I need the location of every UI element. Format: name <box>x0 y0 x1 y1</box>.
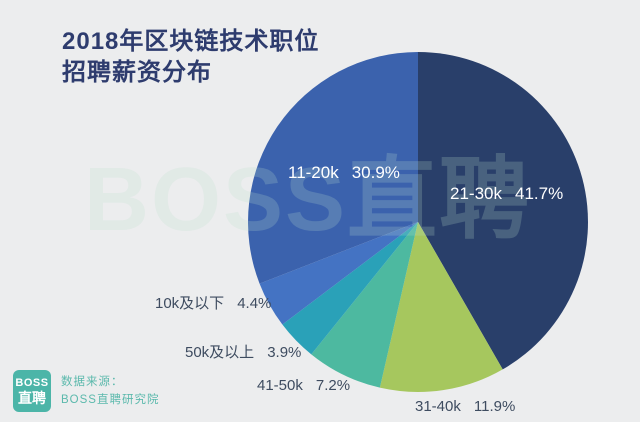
slice-range: 41-50k <box>257 377 303 394</box>
logo-text-boss: BOSS <box>15 376 49 389</box>
data-source-line2: BOSS直聘研究院 <box>61 394 160 406</box>
slice-label-41-50k: 41-50k 7.2% <box>257 377 350 394</box>
slice-label-11-20k: 11-20k 30.9% <box>288 163 400 183</box>
pie-slice-11-20k <box>248 52 418 284</box>
slice-percent: 41.7% <box>514 184 564 203</box>
chart-title-line1: 2018年区块链技术职位 <box>62 28 320 55</box>
slice-percent: 30.9% <box>351 163 400 182</box>
data-source-line1: 数据来源： <box>61 376 124 388</box>
footer-source: BOSS 直聘 数据来源： BOSS直聘研究院 <box>13 370 159 412</box>
slice-range: 11-20k <box>288 163 339 182</box>
pie-slice-41-50k <box>311 222 418 388</box>
slice-label-31-40k: 31-40k 11.9% <box>415 398 515 415</box>
slice-range: 10k及以下 <box>155 295 225 312</box>
pie-slice-21-30k <box>418 52 588 370</box>
pie-slice-50k及以上 <box>282 222 418 355</box>
slice-range: 21-30k <box>450 184 502 203</box>
slice-range: 50k及以上 <box>185 344 255 361</box>
pie-slice-10k及以下 <box>259 222 418 325</box>
pie-slice-31-40k <box>379 222 503 393</box>
logo-text-zhipin: 直聘 <box>18 389 46 406</box>
slice-label-50k-above: 50k及以上 3.9% <box>185 341 301 362</box>
chart-title-line2: 招聘薪资分布 <box>62 59 212 86</box>
slice-range: 31-40k <box>415 398 461 415</box>
slice-percent: 3.9% <box>267 344 302 361</box>
slice-percent: 7.2% <box>315 377 351 394</box>
slice-label-21-30k: 21-30k 41.7% <box>450 184 563 204</box>
slice-percent: 11.9% <box>473 398 516 415</box>
chart-title: 2018年区块链技术职位 招聘薪资分布 <box>62 26 319 88</box>
slice-label-10k-below: 10k及以下 4.4% <box>155 292 271 313</box>
boss-zhipin-logo: BOSS 直聘 <box>13 370 51 412</box>
slice-percent: 4.4% <box>237 295 272 312</box>
data-source-text: 数据来源： BOSS直聘研究院 <box>61 373 159 409</box>
